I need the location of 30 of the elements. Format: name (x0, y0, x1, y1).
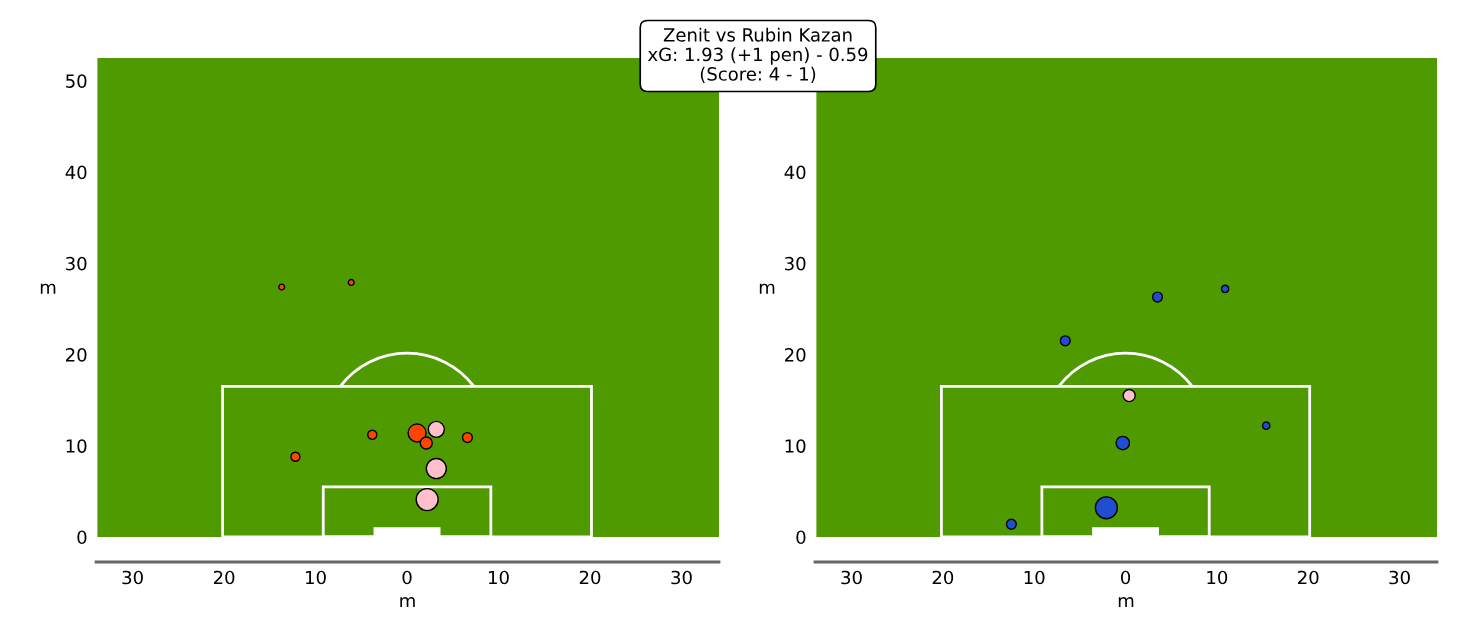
x-tick-label: 20 (579, 570, 601, 585)
y-tick-label: 30 (785, 256, 806, 271)
x-tick-label: 10 (489, 570, 509, 585)
x-axis-title: m (400, 596, 415, 608)
x-tick-label: 30 (671, 570, 692, 585)
x-tick-label: 10 (1207, 570, 1228, 585)
y-tick-label: 20 (66, 347, 87, 362)
y-tick-label: 0 (796, 530, 806, 545)
x-tick-label: 10 (306, 570, 326, 585)
y-tick-label: 10 (785, 439, 806, 453)
x-tick-label: 20 (932, 570, 954, 585)
y-axis-title: m (759, 283, 775, 294)
x-tick-label: 20 (213, 570, 235, 585)
y-tick-label: 40 (784, 165, 806, 180)
text: Zenit vs Rubin Kazan xG: 1.93 (+1 pen) - 0.59 (Score: 4 - 1) (647, 27, 868, 83)
x-tick-label: 10 (1024, 570, 1045, 585)
y-tick-label: 20 (785, 347, 806, 362)
x-tick-label: 30 (841, 570, 862, 585)
y-tick-label: 30 (66, 256, 87, 271)
x-tick-label: 0 (1120, 570, 1131, 585)
x-tick-label: 0 (402, 570, 412, 585)
y-tick-label: 40 (65, 165, 87, 180)
x-tick-label: 20 (1298, 570, 1319, 585)
y-tick-label: 0 (77, 530, 87, 545)
x-axis-title: m (1118, 596, 1134, 608)
x-tick-label: 30 (122, 570, 143, 585)
y-tick-label: 50 (66, 74, 87, 88)
y-axis-title: m (40, 283, 56, 294)
y-tick-label: 10 (66, 439, 87, 453)
x-tick-label: 30 (1389, 570, 1410, 585)
